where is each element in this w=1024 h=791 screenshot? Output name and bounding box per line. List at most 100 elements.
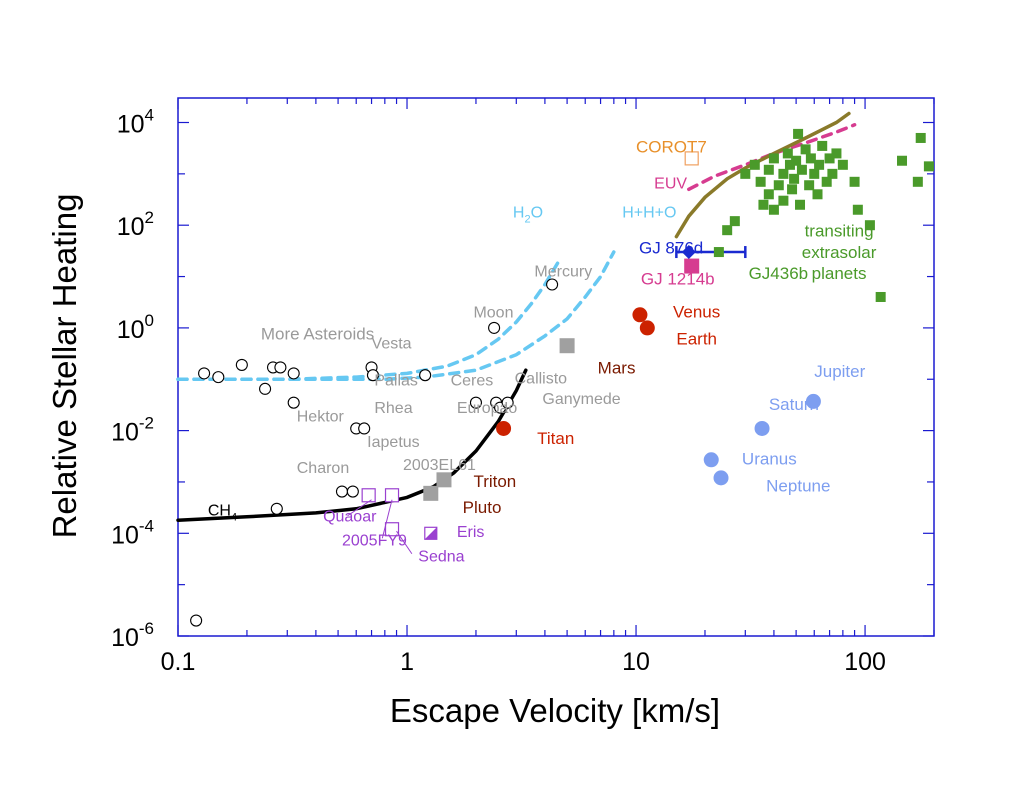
h2o-label: H2O	[513, 205, 543, 226]
data-point	[814, 159, 825, 170]
data-point	[773, 180, 784, 191]
data-point	[436, 472, 452, 488]
annotation-label: Moon	[473, 304, 513, 321]
data-point	[795, 199, 806, 210]
data-point	[800, 144, 811, 155]
data-point	[875, 291, 886, 302]
y-tick-label: 10-4	[111, 516, 154, 549]
data-point	[805, 393, 821, 409]
annotation-label: Europa	[457, 400, 509, 417]
annotation-label: 2003EL61	[403, 457, 476, 474]
curve-4	[674, 111, 851, 239]
data-point	[804, 180, 815, 191]
y-tick-label: 100	[117, 311, 154, 344]
y-tick-exponent: 4	[145, 106, 154, 125]
annotation-label: Quaoar	[323, 508, 377, 525]
data-point	[915, 132, 926, 143]
data-point	[287, 396, 300, 409]
y-tick-label: 104	[117, 106, 154, 139]
y-tick-exponent: -2	[139, 414, 154, 433]
curve-3	[687, 123, 857, 192]
annotation-label: Eris	[457, 524, 485, 541]
data-point	[469, 396, 483, 409]
data-point	[763, 189, 774, 200]
data-point	[782, 148, 793, 159]
annotation-label: Triton	[473, 472, 516, 491]
data-point	[632, 307, 648, 323]
data-point	[755, 176, 766, 187]
y-tick-base: 10	[117, 111, 145, 139]
data-point	[824, 153, 835, 164]
data-point	[384, 522, 400, 537]
plot-border	[177, 97, 935, 637]
annotation-label: Uranus	[742, 449, 797, 468]
data-point	[827, 168, 838, 179]
annotation-label: Saturn	[769, 395, 819, 414]
curve-0	[176, 368, 528, 522]
data-point	[270, 502, 283, 515]
data-point	[768, 204, 779, 215]
annotation-label: Iapetus	[367, 434, 419, 451]
data-point	[778, 168, 789, 179]
data-point	[837, 159, 848, 170]
y-tick-base: 10	[111, 419, 139, 447]
data-point	[496, 420, 512, 436]
data-point	[793, 128, 804, 139]
y-tick-exponent: 0	[145, 311, 154, 330]
data-point	[546, 278, 559, 291]
annotation-label: Vesta	[372, 335, 412, 352]
data-point	[784, 159, 795, 170]
y-tick-exponent: -6	[139, 619, 154, 638]
annotation-label: Mars	[598, 358, 636, 377]
annotation-label: Venus	[673, 302, 720, 321]
annotation-label: Callisto	[515, 371, 568, 388]
y-tick-label: 102	[117, 208, 154, 241]
data-point	[703, 452, 719, 468]
x-tick-label: 100	[844, 648, 886, 676]
data-point	[419, 369, 432, 382]
data-point	[763, 164, 774, 175]
data-point	[778, 195, 789, 206]
annotation-label: Rhea	[374, 400, 412, 417]
annotation-label: Pallas	[374, 373, 418, 390]
leader-line	[381, 499, 393, 539]
x-tick-label: 1	[400, 648, 414, 676]
data-point	[259, 382, 272, 395]
annotation-label: H+H+O	[622, 205, 676, 222]
ch4-label: CH4	[208, 503, 237, 524]
data-point	[796, 164, 807, 175]
data-point	[639, 320, 655, 336]
annotation-label: Pluto	[463, 498, 502, 517]
annotation-label: Sedna	[418, 549, 464, 566]
plot-frame	[177, 97, 935, 637]
data-point	[754, 420, 770, 436]
data-point	[729, 216, 740, 227]
data-point	[787, 184, 798, 195]
data-point	[559, 338, 575, 354]
curve-2	[176, 250, 616, 382]
annotation-label: GJ436b	[749, 264, 809, 283]
y-tick-label: 10-2	[111, 414, 154, 447]
data-point	[897, 155, 908, 166]
data-point	[912, 176, 923, 187]
y-tick-base: 10	[111, 521, 139, 549]
data-point	[852, 204, 863, 215]
curve-1	[176, 259, 561, 382]
data-point	[684, 151, 699, 166]
data-point	[346, 485, 359, 498]
data-point	[749, 159, 760, 170]
annotation-label: Charon	[297, 460, 349, 477]
leader-line	[347, 499, 372, 517]
data-point	[488, 321, 501, 334]
data-point	[812, 189, 823, 200]
data-point	[817, 140, 828, 151]
data-point	[287, 367, 300, 380]
data-point	[501, 396, 514, 409]
annotation-label: Mercury	[534, 264, 592, 281]
annotation-label: Jupiter	[814, 362, 865, 381]
data-point	[358, 422, 371, 435]
data-point	[809, 168, 820, 179]
data-point	[235, 358, 248, 371]
